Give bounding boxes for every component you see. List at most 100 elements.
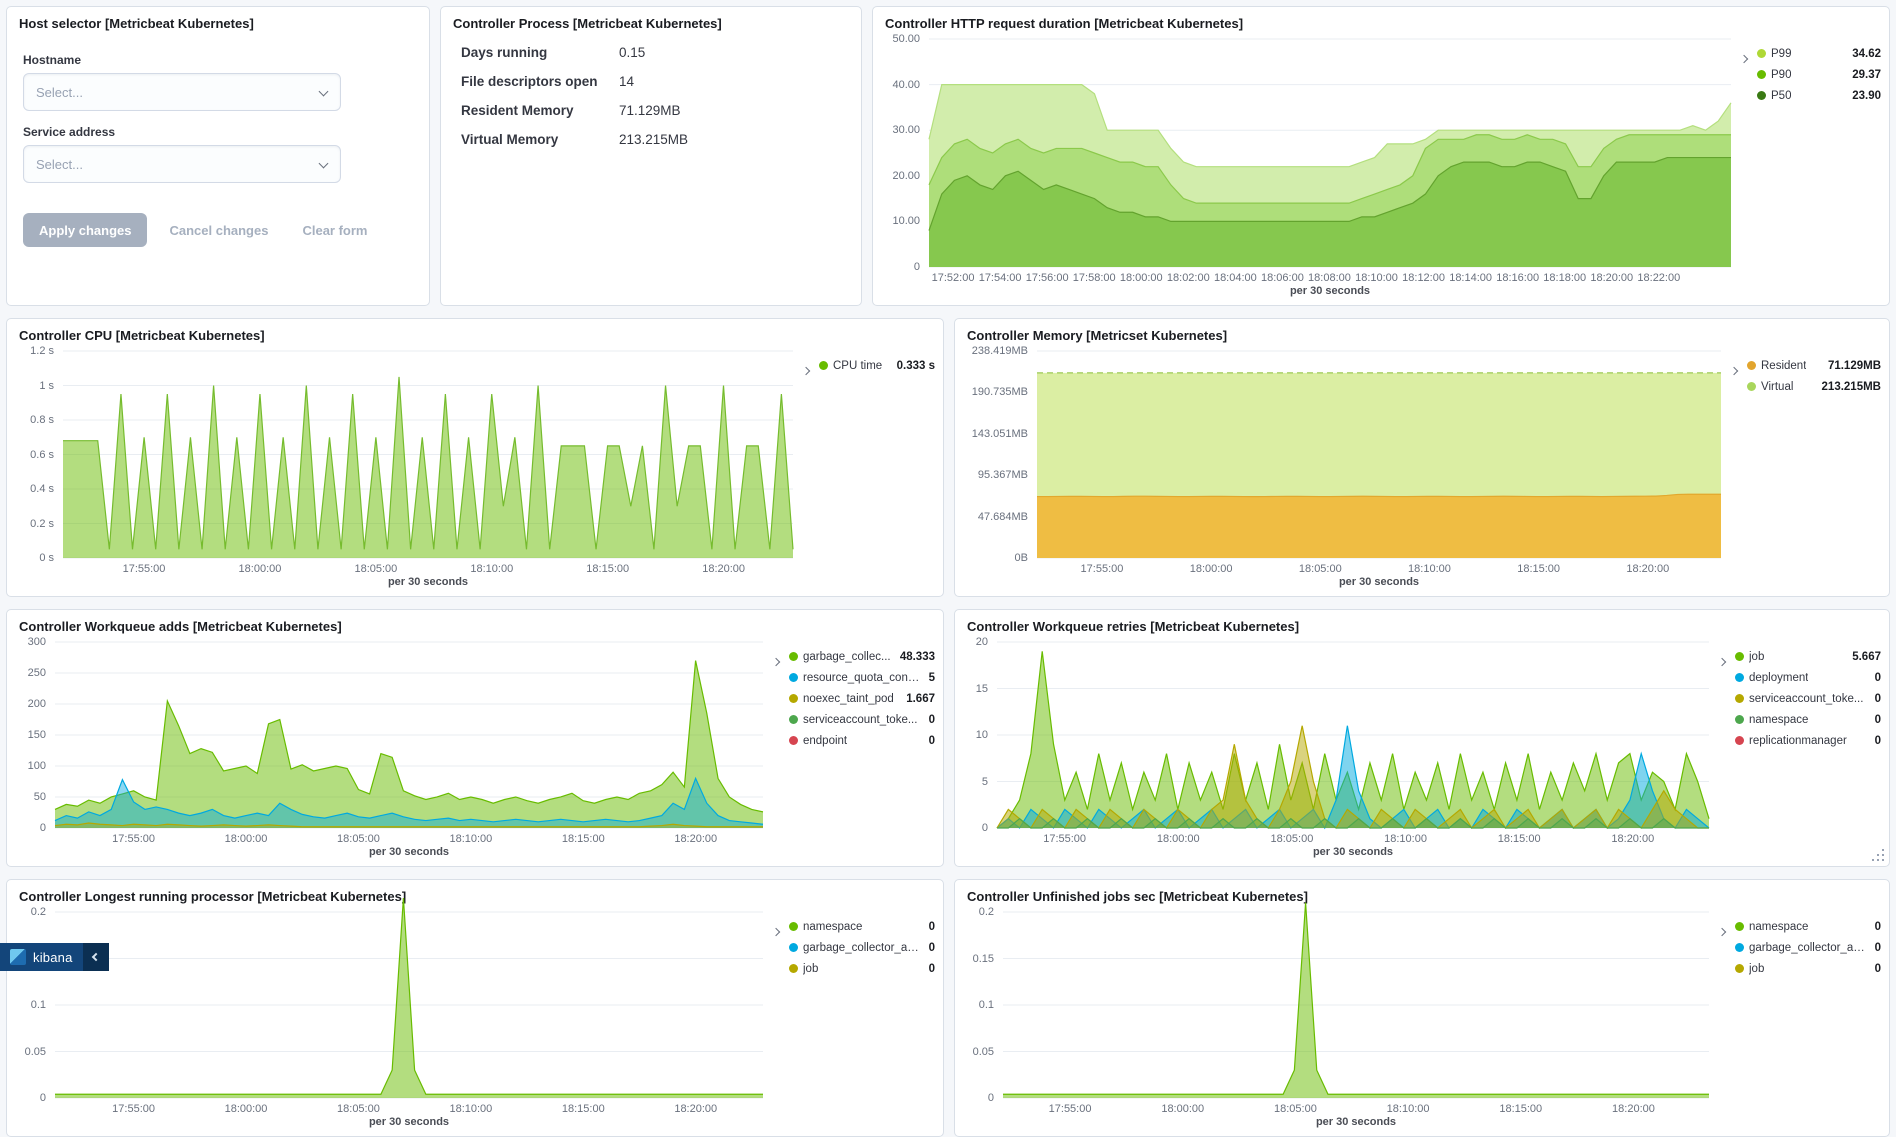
y-axis-tick-label: 15 xyxy=(975,682,988,695)
legend-color-dot xyxy=(1735,922,1744,931)
y-axis-tick-label: 10 xyxy=(975,729,988,741)
chart-legend: Resident 71.129MB Virtual 213.215MB xyxy=(1721,351,1881,592)
y-axis-tick-label: 1 s xyxy=(39,379,54,392)
legend-item[interactable]: namespace 0 xyxy=(789,916,935,937)
area-chart xyxy=(997,642,1709,828)
legend-value: 1.667 xyxy=(906,692,935,705)
legend-color-dot xyxy=(1735,715,1744,724)
legend-item[interactable]: garbage_collec... 48.333 xyxy=(789,646,935,667)
legend-item[interactable]: serviceaccount_toke... 0 xyxy=(789,709,935,730)
legend-item[interactable]: namespace 0 xyxy=(1735,709,1881,730)
panel-title: Host selector [Metricbeat Kubernetes] xyxy=(19,16,254,31)
x-axis-tick-label: 18:05:00 xyxy=(1270,833,1314,845)
legend-item[interactable]: job 5.667 xyxy=(1735,646,1881,667)
x-axis-tick-label: 17:55:00 xyxy=(1080,563,1124,575)
y-axis-tick-label: 95.367MB xyxy=(977,469,1028,482)
x-axis: 17:55:00 18:00:00 18:05:00 18:10:00 18:15:00… xyxy=(55,828,763,846)
legend-value: 0 xyxy=(1874,962,1881,975)
hostname-select[interactable]: Select... xyxy=(23,73,341,111)
chart-plot-area xyxy=(929,39,1731,267)
metric-row: Days running 0.15 xyxy=(441,45,861,60)
x-axis-tick-label: 18:14:00 xyxy=(1449,272,1493,284)
legend-item[interactable]: deployment 0 xyxy=(1735,667,1881,688)
panel-resize-handle[interactable] xyxy=(1870,847,1886,863)
y-axis-tick-label: 0.1 xyxy=(30,999,46,1011)
legend-items: P99 34.62 P90 29.37 P50 23.90 xyxy=(1757,43,1881,301)
legend-item[interactable]: endpoint 0 xyxy=(789,730,935,751)
legend-color-dot xyxy=(789,715,798,724)
legend-color-dot xyxy=(1735,943,1744,952)
x-axis-tick-label: 18:05:00 xyxy=(1298,563,1342,575)
legend-label: garbage_collector_at... xyxy=(803,941,920,954)
metric-label: File descriptors open xyxy=(461,74,598,89)
area-chart xyxy=(929,39,1731,267)
nav-collapse-button[interactable] xyxy=(82,943,109,971)
legend-items: job 5.667 deployment 0 serviceaccount_toke..… xyxy=(1735,646,1881,862)
chart-plot-area xyxy=(55,912,763,1098)
y-axis-tick-label: 0.2 s xyxy=(30,517,54,530)
chart-legend: P99 34.62 P90 29.37 P50 23.90 xyxy=(1731,39,1881,301)
x-axis-tick-label: 17:55:00 xyxy=(1048,1103,1092,1115)
legend-label: resource_quota_cont... xyxy=(803,671,920,684)
legend-item[interactable]: P99 34.62 xyxy=(1757,43,1881,64)
x-axis-tick-label: 18:16:00 xyxy=(1496,272,1540,284)
legend-item[interactable]: Virtual 213.215MB xyxy=(1747,376,1881,397)
legend-color-dot xyxy=(1757,70,1766,79)
metric-row: Virtual Memory 213.215MB xyxy=(441,132,861,147)
legend-collapse-icon[interactable] xyxy=(771,916,789,1132)
legend-item[interactable]: resource_quota_cont... 5 xyxy=(789,667,935,688)
legend-item[interactable]: namespace 0 xyxy=(1735,916,1881,937)
clear-form-button[interactable]: Clear form xyxy=(290,213,379,247)
metric-label: Virtual Memory xyxy=(461,132,559,147)
panel-host-selector: Host selector [Metricbeat Kubernetes] Ho… xyxy=(6,6,430,306)
legend-collapse-icon[interactable] xyxy=(801,355,819,592)
chart-plot-area xyxy=(63,351,793,558)
chart-legend: CPU time 0.333 s xyxy=(793,351,935,592)
area-chart xyxy=(55,642,763,828)
legend-item[interactable]: job 0 xyxy=(1735,958,1881,979)
apply-changes-button[interactable]: Apply changes xyxy=(23,213,148,247)
chart-plot-area xyxy=(1003,912,1709,1098)
cancel-changes-button[interactable]: Cancel changes xyxy=(157,213,280,247)
legend-value: 0 xyxy=(1874,920,1881,933)
x-axis: 17:55:00 18:00:00 18:05:00 18:10:00 18:15:00… xyxy=(55,1098,763,1116)
area-chart xyxy=(1037,351,1721,558)
legend-item[interactable]: garbage_collector_at... 0 xyxy=(789,937,935,958)
legend-color-dot xyxy=(819,361,828,370)
service-address-select[interactable]: Select... xyxy=(23,145,341,183)
legend-label: replicationmanager xyxy=(1749,734,1847,747)
x-axis: 17:55:00 18:00:00 18:05:00 18:10:00 18:15:00… xyxy=(997,828,1709,846)
x-axis-tick-label: 18:12:00 xyxy=(1402,272,1445,284)
x-axis-tick-label: 18:00:00 xyxy=(224,833,268,845)
legend-item[interactable]: replicationmanager 0 xyxy=(1735,730,1881,751)
legend-item[interactable]: CPU time 0.333 s xyxy=(819,355,935,376)
legend-item[interactable]: P90 29.37 xyxy=(1757,64,1881,85)
legend-item[interactable]: garbage_collector_at... 0 xyxy=(1735,937,1881,958)
legend-item[interactable]: noexec_taint_pod 1.667 xyxy=(789,688,935,709)
x-axis-title: per 30 seconds xyxy=(1312,846,1394,858)
legend-item[interactable]: Resident 71.129MB xyxy=(1747,355,1881,376)
legend-collapse-icon[interactable] xyxy=(1717,646,1735,862)
y-axis-tick-label: 1.2 s xyxy=(30,345,54,357)
legend-collapse-icon[interactable] xyxy=(1729,355,1747,592)
y-axis: 300 250 200 150 100 50 0 xyxy=(17,636,55,834)
legend-item[interactable]: P50 23.90 xyxy=(1757,85,1881,106)
legend-label: namespace xyxy=(1749,920,1809,933)
y-axis-tick-label: 250 xyxy=(27,667,46,679)
x-axis-tick-label: 18:05:00 xyxy=(337,833,380,845)
hostname-label: Hostname xyxy=(23,53,82,67)
metric-value: 14 xyxy=(619,74,635,89)
legend-item[interactable]: job 0 xyxy=(789,958,935,979)
x-axis-tick-label: 17:55:00 xyxy=(112,833,155,845)
x-axis-tick-label: 18:10:00 xyxy=(449,833,493,845)
legend-collapse-icon[interactable] xyxy=(1739,43,1757,301)
legend-collapse-icon[interactable] xyxy=(1717,916,1735,1132)
y-axis-tick-label: 0 s xyxy=(39,552,54,564)
panel-title: Controller CPU [Metricbeat Kubernetes] xyxy=(19,328,265,343)
y-axis-tick-label: 20.00 xyxy=(892,169,920,182)
kibana-logo[interactable]: kibana xyxy=(0,943,83,971)
area-chart xyxy=(1003,912,1709,1098)
y-axis-tick-label: 0 xyxy=(39,1092,46,1104)
legend-item[interactable]: serviceaccount_toke... 0 xyxy=(1735,688,1881,709)
legend-collapse-icon[interactable] xyxy=(771,646,789,862)
